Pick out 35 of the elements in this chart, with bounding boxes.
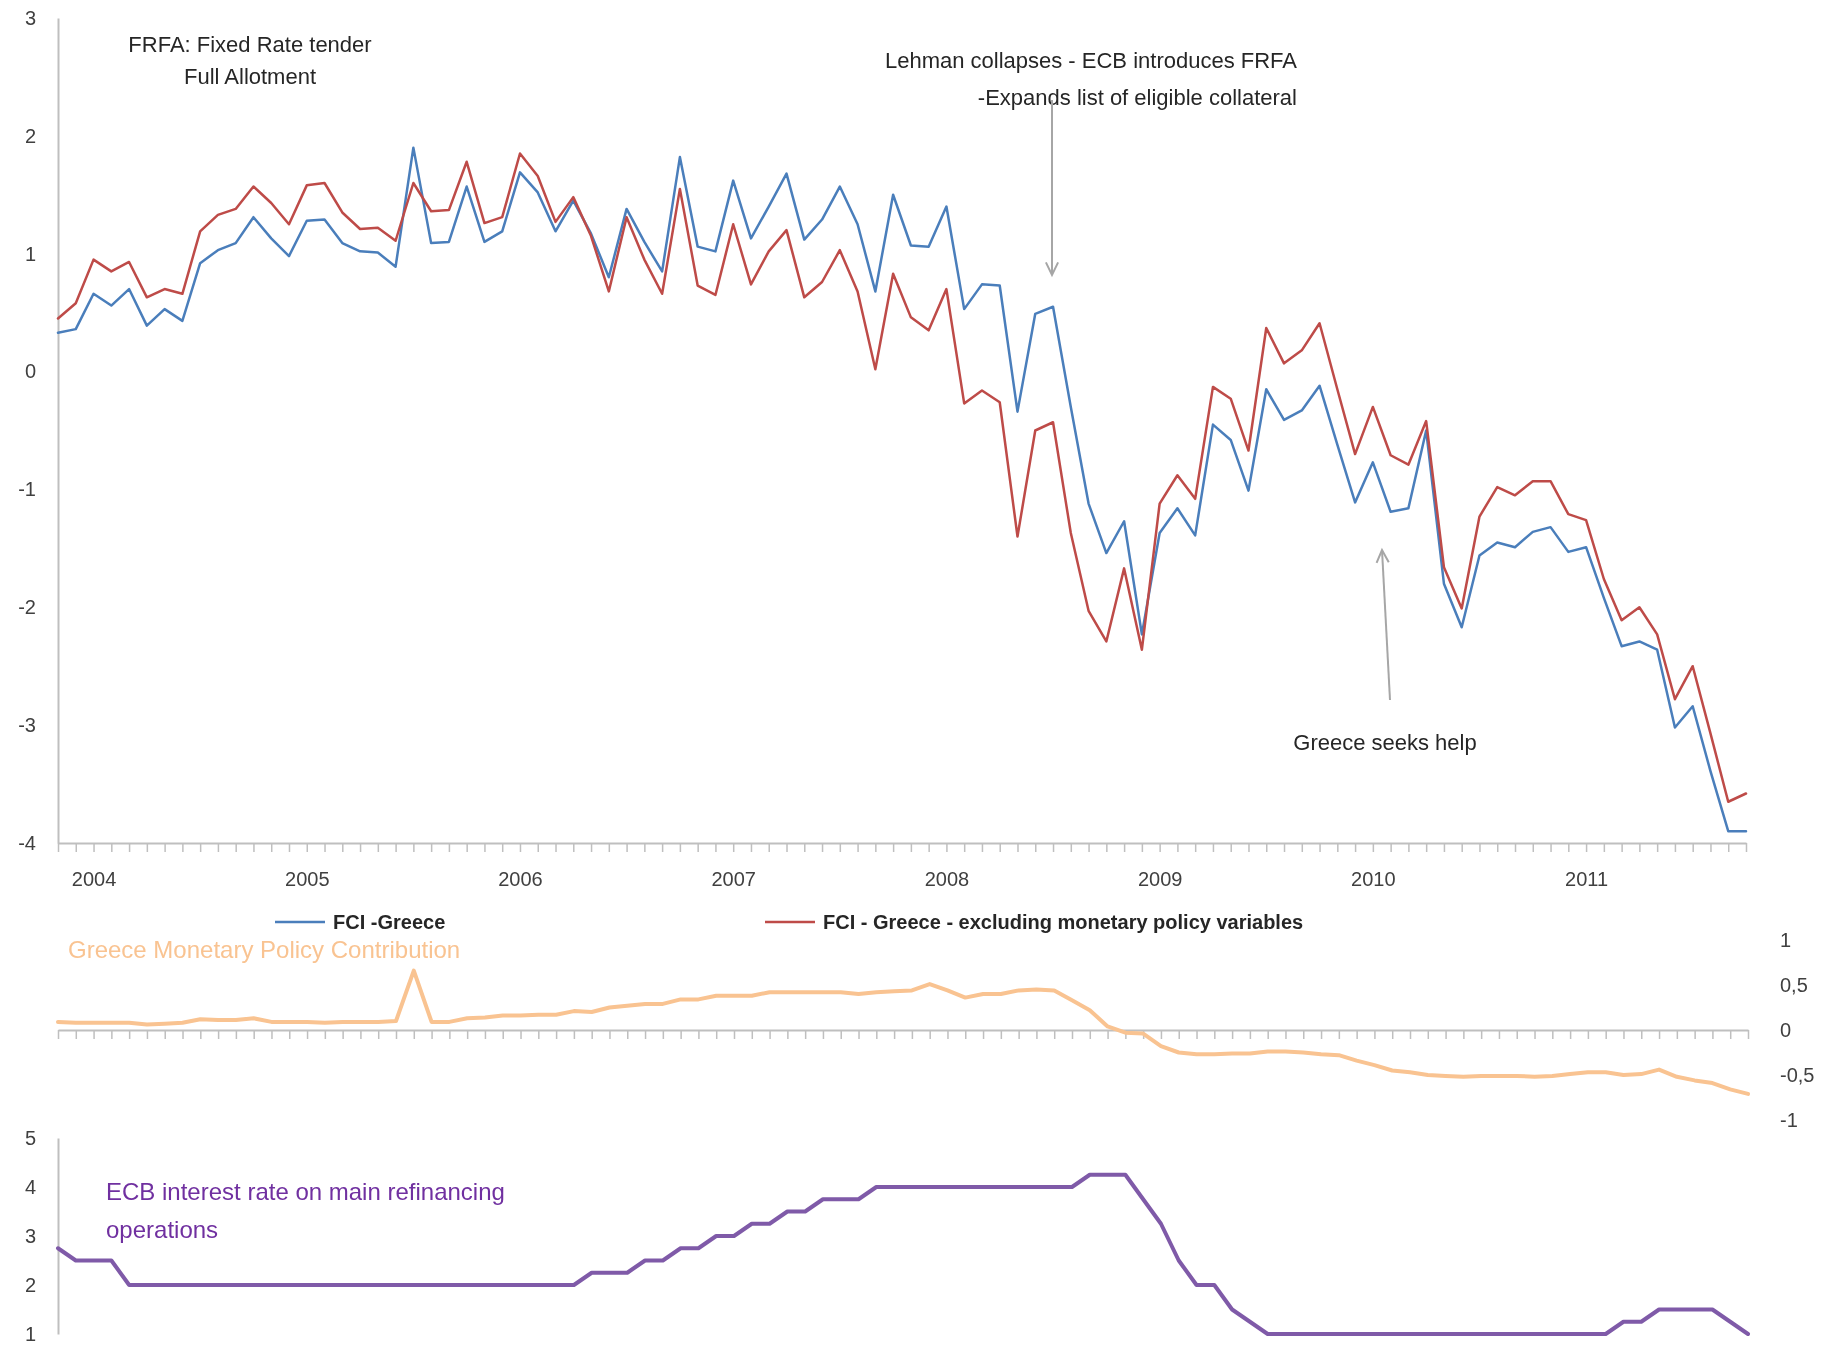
y-tick-label: 4: [24, 1175, 36, 1198]
y-tick-label: -2: [18, 596, 36, 619]
x-tick-label: 2004: [71, 868, 117, 891]
line-series: [56, 968, 1750, 1096]
y-tick-label: 1: [24, 242, 36, 265]
x-tick-label: 2011: [1565, 868, 1609, 891]
y-tick-label: 3: [24, 1224, 36, 1247]
y-tick-label: 1: [24, 1322, 36, 1345]
y-tick-label: 0,5: [1780, 973, 1808, 996]
series-label: ECB interest rate on main refinancing operations: [106, 1178, 505, 1243]
y-tick-label: -0,5: [1780, 1063, 1815, 1086]
y-tick-label: 5: [24, 1126, 36, 1149]
y-tick-label: 0: [1780, 1018, 1792, 1041]
x-tick-label: 2008: [924, 868, 970, 891]
annotation: Greece seeks help: [1293, 730, 1477, 755]
line-series: [56, 1172, 1750, 1336]
y-tick-label: -1: [18, 478, 36, 501]
y-tick-label: 3: [24, 6, 36, 29]
y-tick-label: 1: [1780, 928, 1792, 951]
y-tick-label: 2: [24, 1273, 36, 1296]
x-tick-label: 2007: [711, 868, 756, 891]
y-tick-label: 2: [24, 124, 36, 147]
series-label: Greece Monetary Policy Contribution: [68, 936, 461, 963]
x-tick-label: 2006: [498, 868, 543, 891]
y-tick-label: -3: [18, 714, 36, 737]
x-tick-label: 2005: [285, 868, 330, 891]
y-tick-label: -4: [18, 831, 36, 854]
x-tick-label: 2009: [1137, 868, 1183, 891]
annotation: Lehman collapses - ECB introduces FRFA -Expands list of eligible collateral: [884, 48, 1298, 110]
x-tick-label: 2010: [1351, 868, 1396, 891]
annotation: FRFA: Fixed Rate tender Full Allotment: [128, 32, 372, 89]
legend-label: FCI - Greece - excluding monetary policy variables: [823, 911, 1304, 933]
legend-label: FCI -Greece: [333, 911, 446, 933]
y-tick-label: -1: [1780, 1108, 1798, 1131]
y-tick-label: 0: [24, 360, 36, 383]
